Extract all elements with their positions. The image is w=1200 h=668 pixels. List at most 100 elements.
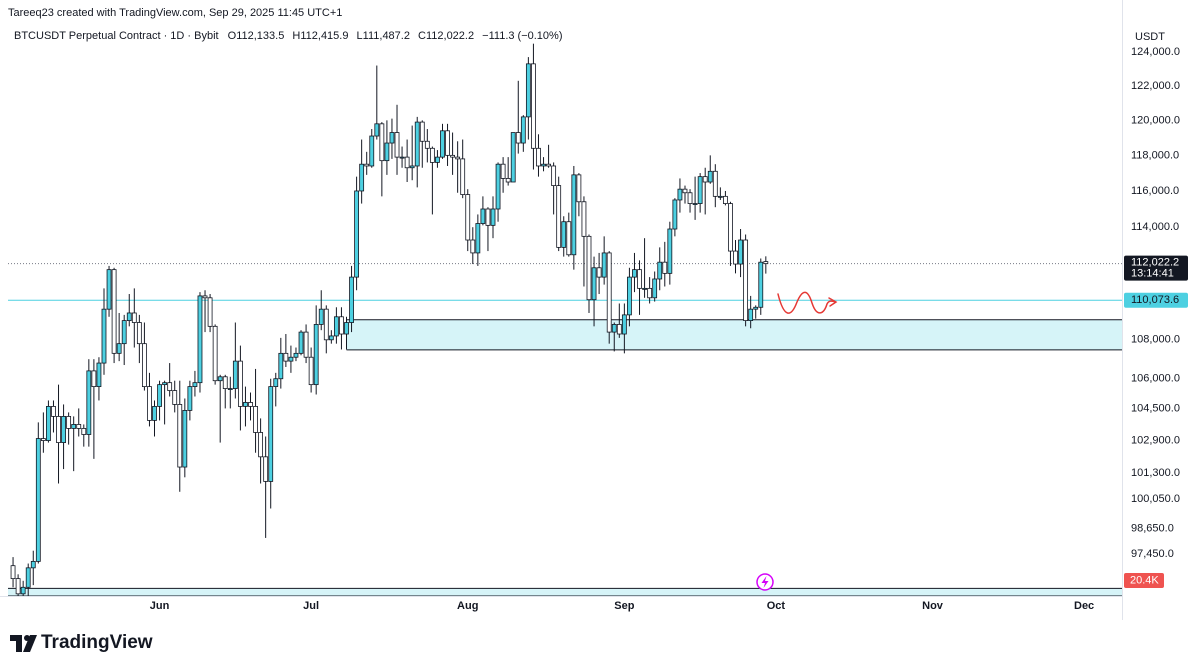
candle-body <box>748 308 754 322</box>
candle-body <box>697 176 703 204</box>
candle-body <box>323 308 329 341</box>
credit: Tareeq23 created with TradingView.com, S… <box>8 7 342 19</box>
level-badge <box>1124 292 1188 308</box>
candle-body <box>510 132 516 183</box>
last-price-badge <box>1124 255 1188 281</box>
candle-body <box>86 370 92 435</box>
candle-body <box>596 267 602 278</box>
candle-body <box>197 295 203 384</box>
candle-body <box>35 438 41 562</box>
candle-body <box>187 386 193 411</box>
candle-body <box>440 130 445 158</box>
candle-body <box>525 63 531 118</box>
candle-body <box>101 308 107 364</box>
candle-body <box>647 287 653 299</box>
x-tick-label: Jun <box>150 600 170 612</box>
candle-body <box>414 121 420 167</box>
candle-body <box>157 384 162 407</box>
candle-body <box>662 261 668 274</box>
candle-body <box>379 123 385 162</box>
candle-body <box>273 378 279 388</box>
candle-body <box>657 261 663 280</box>
symbol-line: BTCUSDT Perpetual Contract · 1D · Bybit … <box>14 30 563 42</box>
x-tick-label: Jul <box>303 600 319 612</box>
candle-body <box>293 352 299 358</box>
candle-body <box>389 132 395 144</box>
candle-body <box>460 158 466 195</box>
candle-body <box>147 386 152 421</box>
candle-body <box>126 312 132 322</box>
candle-body <box>531 63 536 149</box>
candle-body <box>692 203 698 205</box>
candle-body <box>581 201 587 237</box>
candle-body <box>435 156 440 163</box>
brand-logo: TradingView <box>10 632 153 653</box>
candle-body <box>591 267 597 301</box>
y-tick-label: 100,050.0 <box>1131 493 1180 505</box>
candle-body <box>142 343 147 388</box>
candle-body <box>237 360 243 407</box>
candle-body <box>733 250 738 265</box>
candle-body <box>475 223 481 254</box>
candle-body <box>303 331 309 358</box>
candle-body <box>71 424 77 429</box>
x-tick-label: Sep <box>614 600 634 612</box>
plot-area <box>8 43 1122 596</box>
candle-body <box>667 228 673 274</box>
candle-body <box>202 295 208 299</box>
candle-body <box>10 565 16 580</box>
candle-body <box>359 163 365 192</box>
candle-body <box>637 269 642 289</box>
candle-body <box>40 438 46 441</box>
candle-body <box>424 140 430 149</box>
ohlc-change: −111.3 (−0.10%) <box>482 30 562 42</box>
candle-body <box>515 132 521 144</box>
y-tick-label: 108,000.0 <box>1131 334 1180 346</box>
candle-body <box>313 324 319 386</box>
candle-body <box>91 370 97 388</box>
candle-body <box>25 567 31 588</box>
candle-body <box>349 276 354 323</box>
zone <box>346 319 1122 350</box>
y-tick-label: 97,450.0 <box>1131 548 1174 560</box>
candle-body <box>672 199 678 230</box>
event-icon[interactable] <box>756 573 774 591</box>
candle-body <box>56 416 61 443</box>
candle-body <box>404 156 410 169</box>
candle-body <box>258 432 264 458</box>
candle-body <box>758 261 764 308</box>
candle-body <box>571 174 577 256</box>
logo-mark <box>10 635 22 652</box>
symbol-title: BTCUSDT Perpetual Contract · 1D · Bybit <box>14 30 219 42</box>
candle-body <box>465 194 471 241</box>
candle-body <box>480 208 486 224</box>
candle-body <box>652 278 658 299</box>
volume-badge <box>1124 573 1164 588</box>
candle-body <box>96 362 102 388</box>
candle-body <box>500 163 506 179</box>
x-tick-label: Dec <box>1074 600 1094 612</box>
candle-body <box>632 269 637 278</box>
candle-body <box>753 306 759 310</box>
y-tick-label: 118,000.0 <box>1131 149 1179 161</box>
candle-body <box>717 195 723 198</box>
candle-body <box>172 390 178 405</box>
candle-body <box>111 269 117 354</box>
candle-body <box>66 416 72 429</box>
brand-name: TradingView <box>41 632 153 653</box>
event-icon-bolt[interactable] <box>761 576 769 588</box>
y-tick-label: 124,000.0 <box>1131 46 1180 58</box>
candle-body <box>192 382 198 388</box>
candle-body <box>419 121 425 142</box>
x-tick-label: Oct <box>767 600 786 612</box>
candle-body <box>536 147 541 167</box>
candle-body <box>586 235 592 301</box>
candle-body <box>429 147 435 163</box>
y-tick-label: 101,300.0 <box>1131 467 1180 479</box>
ohlc-low: L111,487.2 <box>357 30 410 42</box>
y-tick-label: 122,000.0 <box>1131 80 1180 92</box>
candle-body <box>687 192 693 204</box>
candle-body <box>268 386 274 482</box>
candle-body <box>243 402 248 407</box>
candle-body <box>707 170 713 183</box>
